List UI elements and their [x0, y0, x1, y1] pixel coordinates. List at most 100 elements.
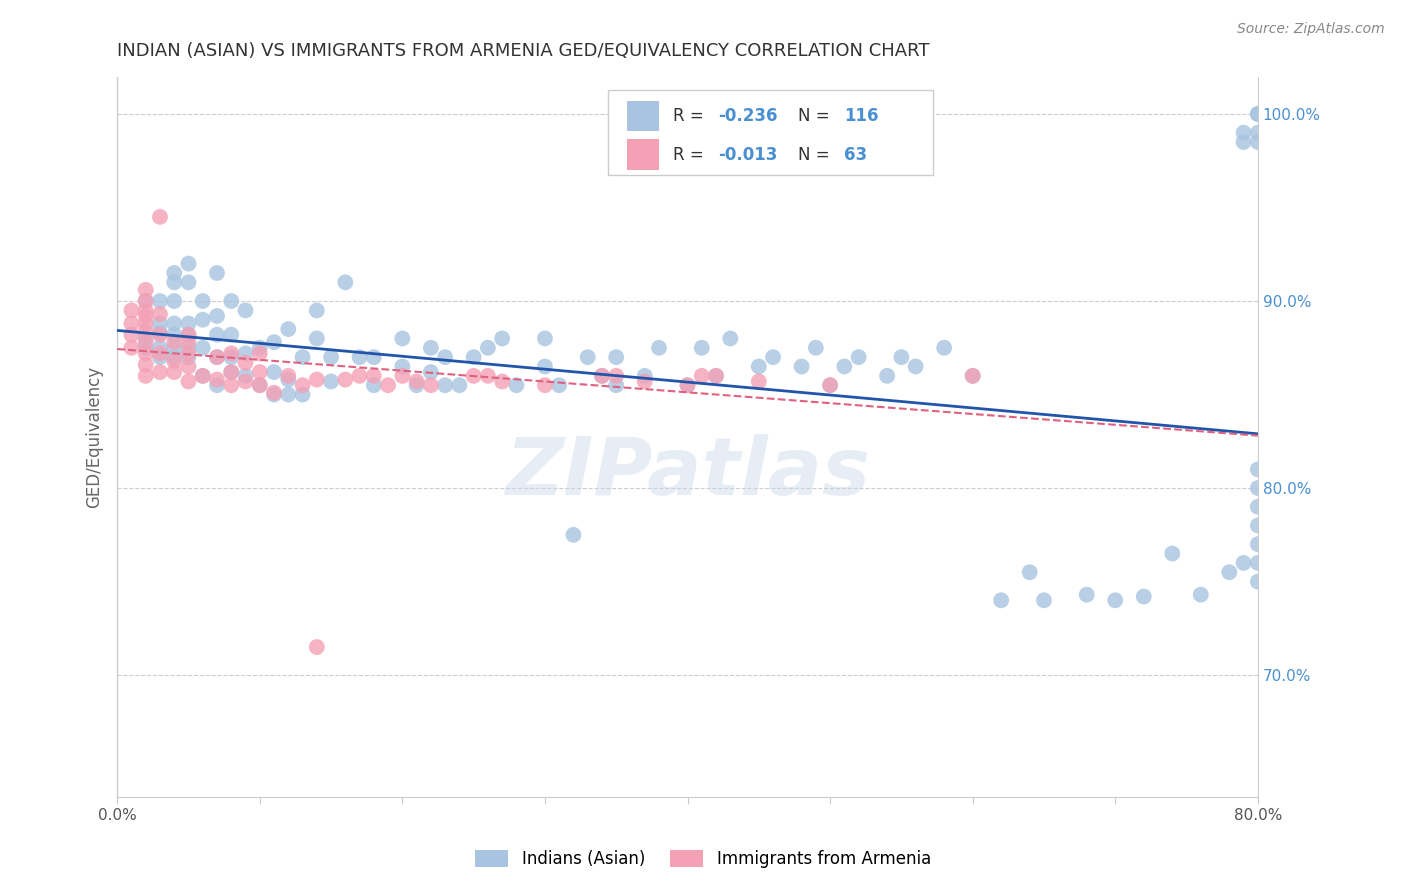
Legend: Indians (Asian), Immigrants from Armenia: Indians (Asian), Immigrants from Armenia: [468, 843, 938, 875]
Point: [1018, 566, 1040, 580]
Point: [163, 266, 186, 280]
Point: [1161, 547, 1184, 561]
Point: [277, 322, 299, 336]
Point: [319, 350, 342, 364]
Text: 63: 63: [844, 145, 868, 163]
Point: [191, 368, 214, 383]
Point: [135, 368, 157, 383]
Point: [163, 341, 186, 355]
Point: [335, 276, 357, 290]
Point: [804, 341, 827, 355]
Point: [135, 293, 157, 308]
Point: [548, 378, 571, 392]
Point: [219, 327, 242, 342]
Point: [263, 365, 285, 379]
Point: [463, 368, 485, 383]
Point: [648, 341, 671, 355]
Point: [434, 350, 457, 364]
Point: [1247, 107, 1270, 121]
Point: [135, 346, 157, 360]
Point: [235, 375, 257, 389]
Point: [1076, 588, 1098, 602]
Point: [135, 317, 157, 331]
Point: [534, 378, 557, 392]
Point: [1104, 593, 1126, 607]
FancyBboxPatch shape: [627, 101, 659, 131]
Point: [149, 326, 172, 340]
Point: [249, 365, 271, 379]
Point: [962, 368, 984, 383]
Point: [405, 375, 427, 389]
Point: [1132, 590, 1154, 604]
Point: [818, 378, 841, 392]
Point: [1247, 518, 1270, 533]
Point: [219, 378, 242, 392]
Point: [249, 378, 271, 392]
Point: [149, 210, 172, 224]
Point: [718, 331, 741, 345]
Point: [363, 378, 385, 392]
Point: [263, 385, 285, 400]
Point: [377, 378, 399, 392]
Point: [834, 359, 856, 374]
Point: [562, 528, 585, 542]
Point: [149, 350, 172, 364]
Point: [205, 266, 228, 280]
Text: Source: ZipAtlas.com: Source: ZipAtlas.com: [1237, 22, 1385, 37]
Point: [135, 293, 157, 308]
Point: [149, 293, 172, 308]
Point: [135, 331, 157, 345]
Point: [1247, 537, 1270, 551]
Point: [235, 356, 257, 370]
Point: [205, 378, 228, 392]
Point: [591, 368, 613, 383]
Point: [235, 346, 257, 360]
Point: [120, 327, 142, 342]
Point: [391, 331, 413, 345]
Point: [491, 331, 513, 345]
Point: [163, 293, 186, 308]
Point: [1033, 593, 1056, 607]
Point: [1247, 574, 1270, 589]
Text: N =: N =: [799, 145, 835, 163]
Point: [477, 341, 499, 355]
Point: [704, 368, 727, 383]
Point: [163, 354, 186, 368]
Point: [890, 350, 912, 364]
Point: [904, 359, 927, 374]
Text: N =: N =: [799, 107, 835, 125]
Point: [434, 378, 457, 392]
Point: [163, 365, 186, 379]
Point: [1232, 126, 1254, 140]
Point: [277, 387, 299, 401]
Text: R =: R =: [672, 145, 709, 163]
Point: [491, 375, 513, 389]
FancyBboxPatch shape: [607, 90, 932, 175]
Point: [391, 368, 413, 383]
Point: [219, 346, 242, 360]
Point: [205, 309, 228, 323]
Point: [1247, 556, 1270, 570]
Point: [177, 335, 200, 350]
Point: [349, 368, 371, 383]
Point: [249, 341, 271, 355]
Point: [205, 327, 228, 342]
Text: 116: 116: [844, 107, 879, 125]
Point: [1247, 135, 1270, 149]
Point: [505, 378, 527, 392]
Point: [534, 359, 557, 374]
Point: [391, 359, 413, 374]
Point: [177, 276, 200, 290]
Text: -0.013: -0.013: [718, 145, 778, 163]
Text: ZIPatlas: ZIPatlas: [505, 434, 870, 512]
Point: [120, 303, 142, 318]
Point: [219, 365, 242, 379]
Point: [277, 373, 299, 387]
Point: [349, 350, 371, 364]
Point: [135, 324, 157, 338]
Point: [177, 350, 200, 364]
Point: [263, 387, 285, 401]
FancyBboxPatch shape: [627, 139, 659, 169]
Point: [177, 341, 200, 355]
Point: [191, 293, 214, 308]
